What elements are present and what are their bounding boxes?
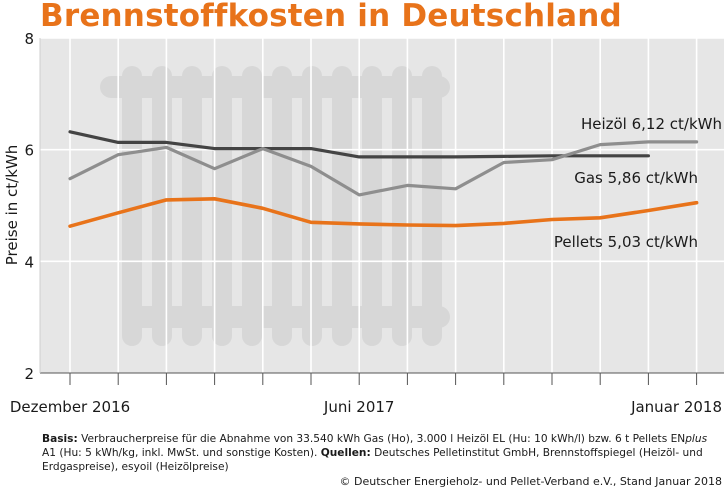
- series-line-gas: [68, 140, 699, 197]
- basis-text-2: A1 (Hu: 5 kWh/kg, inkl. MwSt. und sonsti…: [42, 447, 321, 459]
- gridlines: [40, 37, 724, 373]
- y-tick-label: 6: [24, 142, 34, 160]
- line-chart: 2 4 6 8 Dezember 2016 Juni 2017 Januar 2018 Pre…: [3, 30, 724, 416]
- x-tick-label: Dezember 2016: [10, 398, 130, 416]
- series-label-gas: Gas 5,86 ct/kWh: [574, 169, 698, 187]
- copyright: © Deutscher Energieholz- und Pellet-Verb…: [339, 475, 723, 488]
- sources-label: Quellen:: [320, 447, 371, 459]
- chart-title: Brennstoffkosten in Deutschland: [40, 0, 622, 34]
- series-line-heizöl: [68, 130, 651, 159]
- basis-label: Basis:: [42, 433, 78, 445]
- x-tick-label: Juni 2017: [323, 398, 395, 416]
- series-label-pellets: Pellets 5,03 ct/kWh: [554, 233, 698, 251]
- y-tick-label: 2: [24, 365, 34, 383]
- series-layer: [68, 130, 699, 228]
- footnote: Basis: Verbraucherpreise für die Abnahme…: [42, 432, 722, 474]
- y-tick-label: 4: [24, 253, 34, 271]
- labels-layer: Heizöl 6,12 ct/kWh Gas 5,86 ct/kWh Pellets…: [554, 115, 722, 251]
- y-tick-label: 8: [24, 30, 34, 48]
- radiator-watermark: [100, 66, 450, 346]
- basis-text: Verbraucherpreise für die Abnahme von 33…: [77, 433, 686, 445]
- series-line-pellets: [68, 197, 699, 228]
- axes: 2 4 6 8 Dezember 2016 Juni 2017 Januar 2018 Pre…: [3, 30, 724, 416]
- y-axis-title: Preise in ct/kWh: [3, 145, 21, 265]
- sources-text: Deutsches Pelletinstitut GmbH, Brennstof…: [42, 447, 703, 473]
- series-label-heizöl: Heizöl 6,12 ct/kWh: [581, 115, 722, 133]
- x-tick-label: Januar 2018: [630, 398, 722, 416]
- basis-plus: plus: [685, 433, 708, 445]
